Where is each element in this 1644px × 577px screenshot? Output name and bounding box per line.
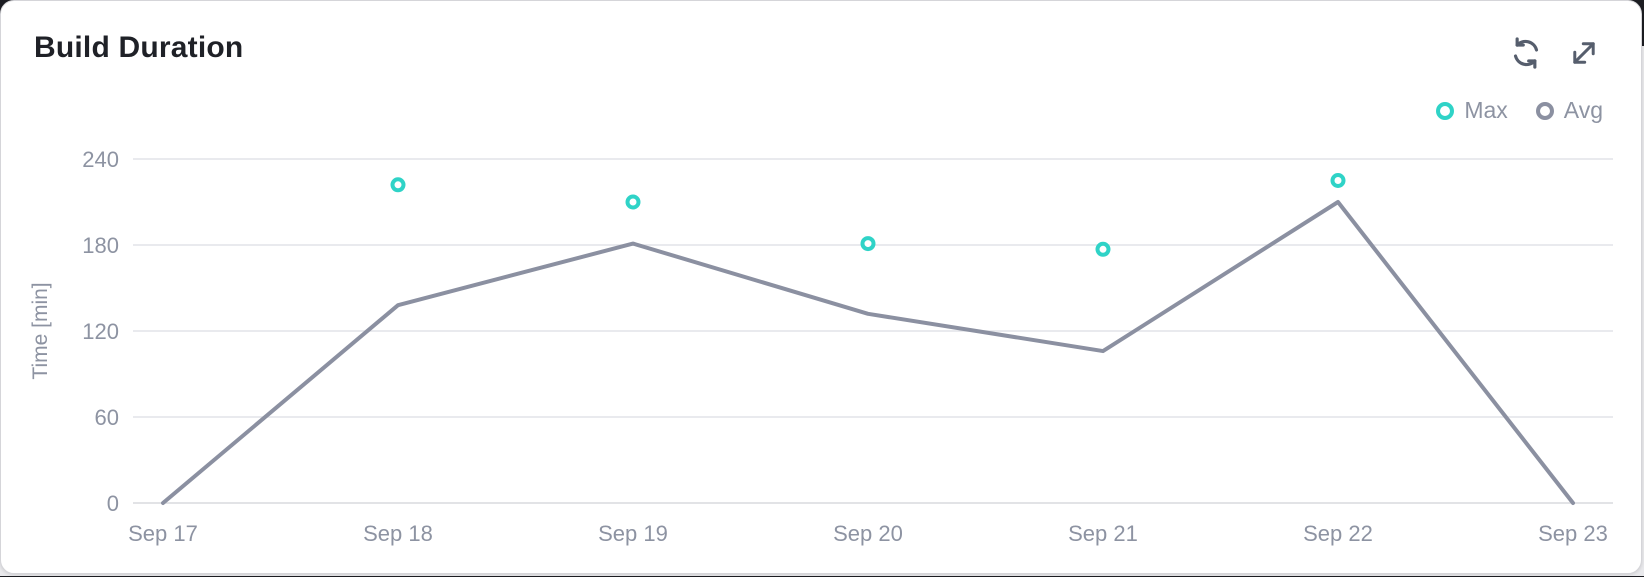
refresh-icon — [1508, 35, 1544, 74]
svg-text:Time [min]: Time [min] — [29, 282, 52, 379]
expand-button[interactable] — [1565, 35, 1603, 73]
refresh-button[interactable] — [1507, 35, 1545, 73]
svg-text:60: 60 — [95, 405, 119, 430]
svg-text:Sep 22: Sep 22 — [1303, 521, 1373, 546]
svg-text:240: 240 — [82, 147, 119, 172]
svg-text:Sep 17: Sep 17 — [128, 521, 198, 546]
chart-legend: Max Avg — [1436, 97, 1603, 124]
legend-avg-label: Avg — [1563, 97, 1603, 123]
svg-text:0: 0 — [107, 491, 119, 516]
legend-max-marker-icon — [1436, 101, 1455, 120]
expand-icon — [1567, 36, 1601, 73]
legend-item-avg[interactable]: Avg — [1535, 97, 1603, 124]
svg-text:180: 180 — [82, 233, 119, 258]
legend-item-max[interactable]: Max — [1436, 97, 1508, 124]
legend-max-label: Max — [1464, 97, 1508, 123]
page-title: Build Duration — [34, 31, 244, 64]
svg-text:Sep 23: Sep 23 — [1538, 521, 1608, 546]
legend-avg-marker-icon — [1535, 101, 1554, 120]
svg-text:Sep 21: Sep 21 — [1068, 521, 1138, 546]
svg-text:Sep 19: Sep 19 — [598, 521, 668, 546]
svg-text:Sep 18: Sep 18 — [363, 521, 433, 546]
svg-text:120: 120 — [82, 319, 119, 344]
svg-text:Sep 20: Sep 20 — [833, 521, 903, 546]
chart-actions — [1507, 35, 1603, 73]
